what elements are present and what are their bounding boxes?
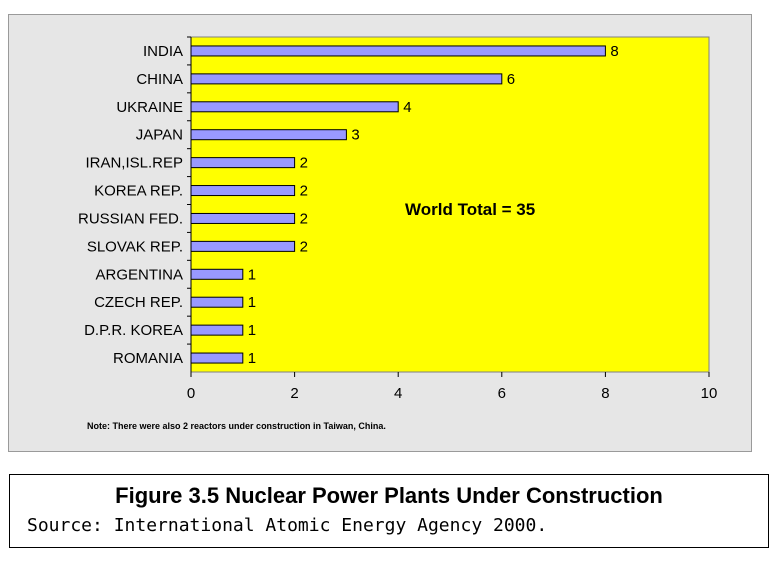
category-label: KOREA REP. (94, 183, 183, 200)
category-label: ROMANIA (113, 350, 183, 367)
bar-slovak-rep (190, 240, 296, 252)
world-total-annotation: World Total = 35 (405, 200, 535, 219)
value-label: 6 (507, 71, 515, 88)
figure-title: Figure 3.5 Nuclear Power Plants Under Co… (115, 483, 663, 508)
bar-czech-rep (190, 296, 244, 308)
bar-iran-isl-rep (190, 157, 296, 169)
x-tick-label: 0 (187, 385, 195, 402)
bar-korea-rep (190, 185, 296, 197)
plot-area (190, 36, 710, 373)
x-tick-label: 8 (601, 385, 609, 402)
value-label: 4 (403, 99, 411, 116)
x-axis: 0 2 4 6 8 10 (187, 372, 718, 402)
x-tick-label: 4 (394, 385, 402, 402)
bar-romania (190, 352, 244, 364)
value-label: 3 (351, 127, 359, 144)
category-label: RUSSIAN FED. (78, 210, 183, 227)
value-label: 2 (300, 238, 308, 255)
category-label: ARGENTINA (95, 266, 183, 283)
bar-d-p-r-korea (190, 324, 244, 336)
value-label: 1 (248, 294, 256, 311)
bar-china (190, 73, 503, 85)
category-label: CHINA (136, 71, 183, 88)
category-label: IRAN,ISL.REP (85, 155, 183, 172)
figure-source: Source: International Atomic Energy Agen… (27, 515, 548, 536)
category-label: SLOVAK REP. (87, 238, 183, 255)
value-label: 8 (610, 43, 618, 60)
bar-argentina (190, 268, 244, 280)
bar-japan (190, 129, 347, 141)
category-label: JAPAN (136, 127, 183, 144)
category-label: CZECH REP. (94, 294, 183, 311)
value-label: 1 (248, 350, 256, 367)
category-label: UKRAINE (116, 99, 183, 116)
category-label: INDIA (143, 43, 183, 60)
value-label: 2 (300, 210, 308, 227)
bar-russian-fed (190, 212, 296, 224)
nuclear-plants-bar-chart: 8 6 4 3 2 2 2 2 1 1 1 1 INDIA CHINA UKRAINE JAPAN IRAN,… (78, 36, 718, 431)
category-label: D.P.R. KOREA (84, 322, 183, 339)
value-label: 1 (248, 266, 256, 283)
value-label: 2 (300, 183, 308, 200)
x-tick-label: 2 (290, 385, 298, 402)
x-tick-label: 10 (701, 385, 718, 402)
value-label: 2 (300, 155, 308, 172)
bar-ukraine (190, 101, 399, 113)
x-tick-label: 6 (498, 385, 506, 402)
bar-india (190, 45, 606, 57)
y-axis: INDIA CHINA UKRAINE JAPAN IRAN,ISL.REP KOREA … (78, 36, 192, 372)
chart-frame: 8 6 4 3 2 2 2 2 1 1 1 1 INDIA CHINA UKRAINE JAPAN IRAN,… (8, 14, 752, 452)
chart-note: Note: There were also 2 reactors under c… (87, 421, 386, 431)
value-label: 1 (248, 322, 256, 339)
figure-caption-box: Figure 3.5 Nuclear Power Plants Under Co… (9, 474, 769, 548)
